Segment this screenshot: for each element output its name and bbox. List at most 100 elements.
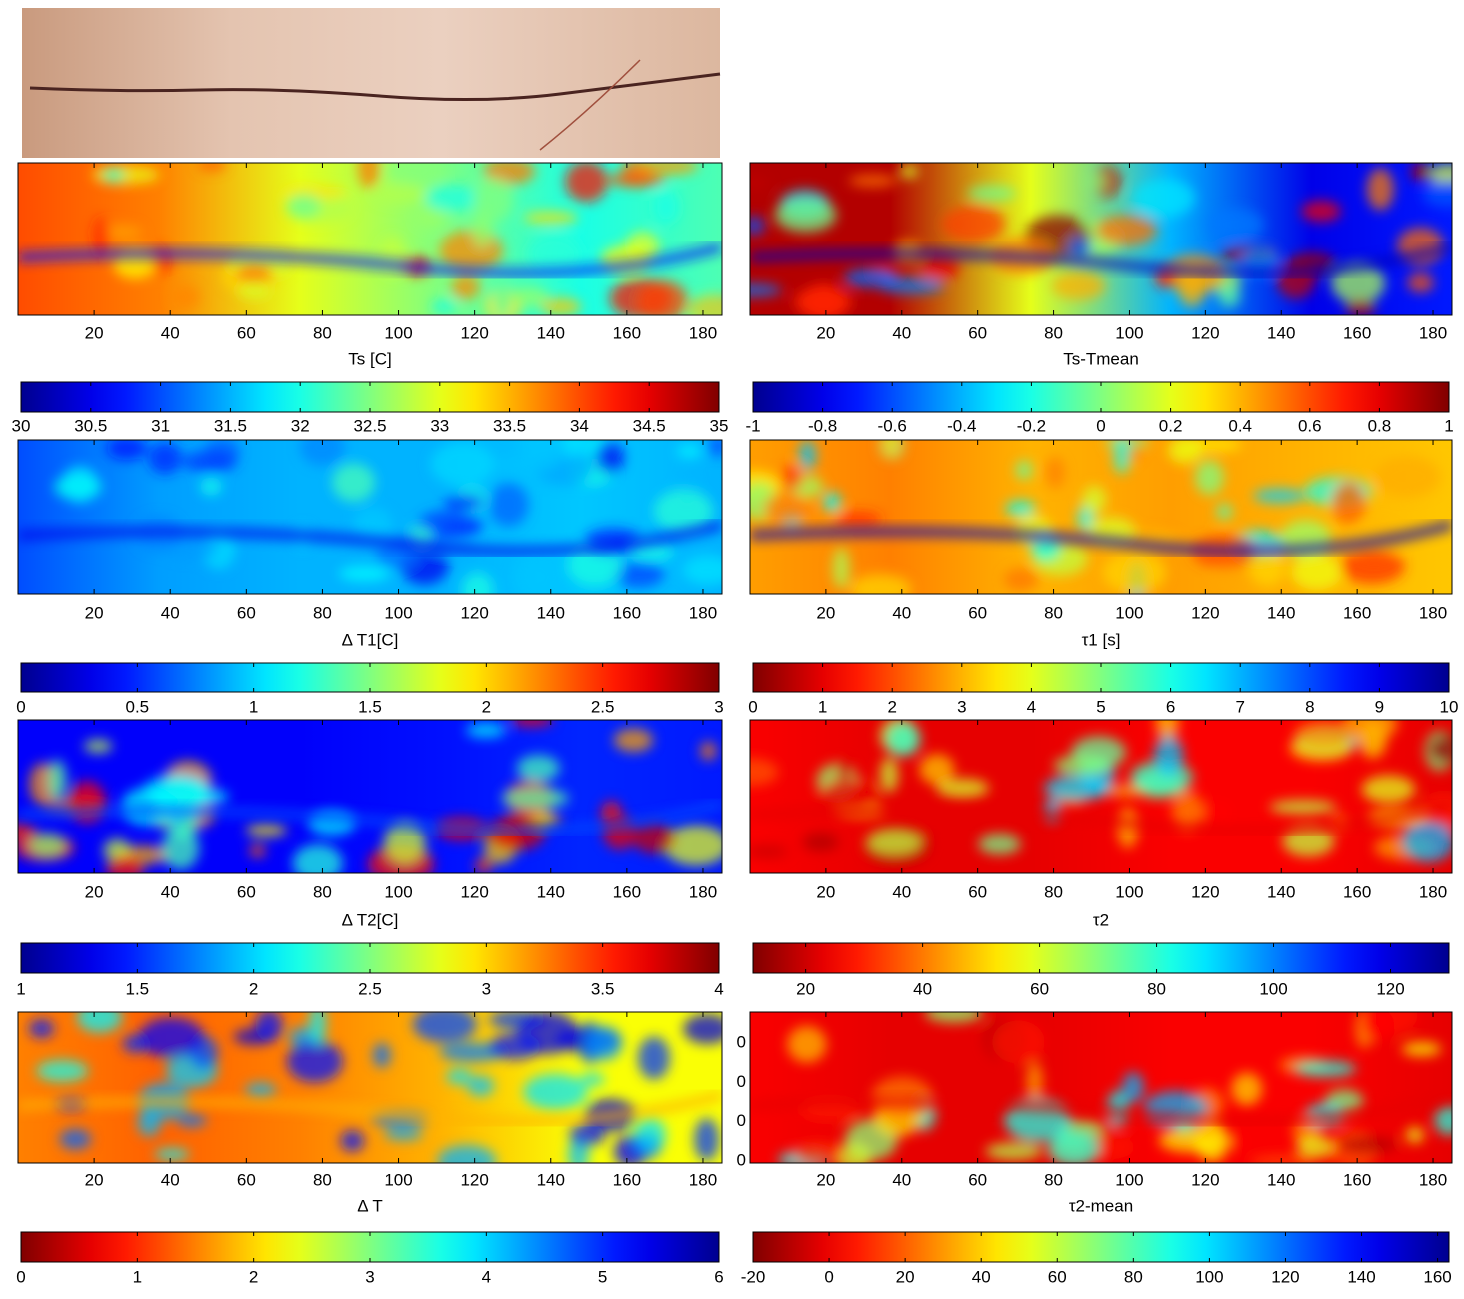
heatmap-blob	[1428, 163, 1452, 186]
heatmap-blob	[292, 844, 343, 873]
colorbar-tick-label: 160	[1423, 1267, 1451, 1286]
x-tick-label: 60	[237, 882, 256, 901]
colorbar-tick-label: 20	[896, 1267, 915, 1286]
colorbar-tick-label: 3	[482, 979, 491, 998]
heatmap-blob	[340, 1130, 365, 1152]
x-tick-label: 140	[537, 323, 565, 342]
x-tick-label: 40	[892, 603, 911, 622]
heatmap-blob	[331, 463, 376, 502]
colorbar-tick-label: 4	[482, 1267, 491, 1286]
colorbar	[20, 381, 720, 413]
colorbar-tick-label: 3.5	[591, 979, 615, 998]
heatmap-blob	[1407, 272, 1434, 293]
x-tick-label: 180	[1419, 603, 1447, 622]
heatmap-blob	[1195, 460, 1224, 496]
heatmap-blob	[527, 233, 582, 275]
colorbar-tick-label: 32	[291, 416, 310, 435]
heatmap	[750, 163, 1452, 315]
heatmap-blob	[802, 283, 845, 315]
colorbar-tick-label: 20	[796, 979, 815, 998]
x-tick-label: 160	[613, 323, 641, 342]
heatmap-blob	[378, 235, 407, 277]
heatmap-blob	[832, 547, 850, 589]
x-axis-label: Δ T2[C]	[342, 910, 399, 929]
heatmap-blob	[1048, 1130, 1100, 1163]
colorbar-tick-label: 7	[1235, 697, 1244, 716]
heatmap-blob	[835, 760, 853, 779]
colorbar-tick-label: 5	[598, 1267, 607, 1286]
heatmap-frame	[749, 439, 1453, 595]
x-tick-label: 80	[313, 323, 332, 342]
x-tick-label: 100	[384, 603, 412, 622]
heatmap-blob	[967, 185, 1017, 202]
heatmap-blob	[387, 163, 444, 189]
heatmap-blob	[36, 1059, 89, 1082]
heatmap-blob	[1153, 734, 1184, 777]
heatmap-blob	[237, 281, 271, 299]
heatmap-blob	[76, 1012, 123, 1033]
x-tick-label: 140	[1267, 603, 1295, 622]
colorbar-tick-label: 140	[1347, 1267, 1375, 1286]
heatmap-blob	[199, 477, 223, 496]
x-tick-label: 100	[384, 882, 412, 901]
x-tick-label: 60	[968, 1170, 987, 1189]
colorbar-tick-label: 120	[1376, 979, 1404, 998]
x-tick-label: 80	[1044, 1170, 1063, 1189]
colorbar-tick-label: 30.5	[74, 416, 107, 435]
heatmap-blob	[584, 1026, 623, 1061]
x-tick-label: 80	[1044, 323, 1063, 342]
colorbar-tick-label: 1	[1444, 416, 1453, 435]
heatmap-blob	[493, 278, 512, 315]
x-tick-label: 140	[537, 1170, 565, 1189]
heatmap-blob	[1331, 262, 1386, 304]
heatmap-blob	[1053, 755, 1112, 776]
heatmap-blob	[802, 832, 839, 852]
heatmap-blob	[1339, 548, 1405, 584]
x-axis-label: Δ T1[C]	[342, 630, 399, 649]
x-tick-label: 20	[85, 323, 104, 342]
heatmap-blob	[1045, 456, 1065, 489]
heatmap-blob	[513, 555, 560, 594]
x-tick-label: 140	[537, 882, 565, 901]
heatmap-frame	[17, 1011, 723, 1164]
heatmap-blob	[1206, 208, 1264, 242]
x-tick-label: 60	[237, 323, 256, 342]
heatmap-blob	[1269, 800, 1337, 815]
heatmap-blob	[798, 440, 817, 471]
x-tick-label: 40	[161, 882, 180, 901]
x-tick-label: 40	[892, 882, 911, 901]
x-tick-label: 60	[237, 603, 256, 622]
heatmap-blob	[516, 755, 560, 782]
colorbar-tick-label: 5	[1096, 697, 1105, 716]
colorbar-tick-label: 3	[365, 1267, 374, 1286]
colorbar	[752, 1231, 1450, 1263]
colorbar	[20, 1231, 720, 1263]
x-tick-label: 160	[1343, 1170, 1371, 1189]
colorbar-tick-label: 2.5	[591, 697, 615, 716]
colorbar-tick-label: -0.8	[808, 416, 837, 435]
x-tick-label: 40	[161, 603, 180, 622]
x-tick-label: 120	[1191, 882, 1219, 901]
x-tick-label: 100	[1115, 323, 1143, 342]
heatmap-blob	[707, 440, 722, 457]
x-tick-label: 100	[1115, 603, 1143, 622]
heatmap-blob	[985, 1142, 1043, 1161]
heatmap-blob	[197, 163, 227, 172]
heatmap-blob	[1102, 551, 1167, 594]
x-tick-label: 100	[1115, 882, 1143, 901]
heatmap-blob	[1331, 481, 1366, 525]
x-tick-label: 180	[689, 882, 717, 901]
heatmap-blob	[919, 754, 955, 785]
colorbar-tick-label: 35	[710, 416, 729, 435]
x-tick-label: 120	[460, 603, 488, 622]
heatmap-blob	[1294, 1060, 1357, 1078]
heatmap-blob	[636, 279, 689, 315]
heatmap-frame	[749, 1011, 1453, 1164]
x-tick-label: 180	[1419, 1170, 1447, 1189]
colorbar-tick-label: 1	[133, 1267, 142, 1286]
heatmap-blob	[1228, 1133, 1248, 1150]
colorbar-tick-label: 34	[570, 416, 589, 435]
colorbar	[20, 942, 720, 974]
heatmap-blob	[569, 1123, 606, 1147]
colorbar-tick-label: 0.2	[1159, 416, 1183, 435]
